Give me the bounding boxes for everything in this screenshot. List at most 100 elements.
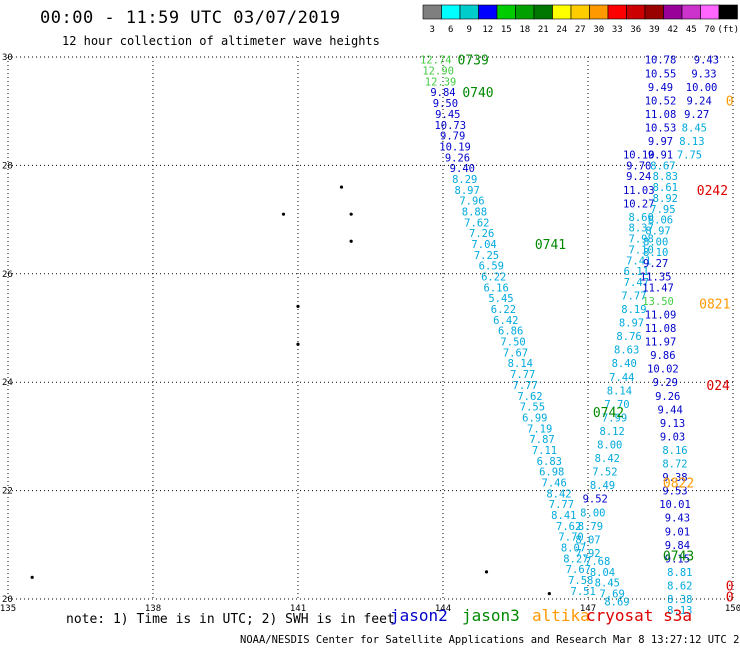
- x-tick-label: 144: [435, 604, 451, 614]
- wave-height-label: 8.29: [452, 174, 477, 186]
- series-jason3: 12.7412.9012.399.849.509.4510.739.7910.1…: [420, 55, 596, 598]
- grid-lines: [7, 56, 734, 600]
- wave-height-label: 9.13: [660, 418, 685, 430]
- x-tick-label: 135: [0, 604, 16, 614]
- wave-height-label: 8.27: [563, 553, 588, 565]
- wave-height-label: 8.69: [604, 597, 629, 609]
- wave-height-label: 6.11: [624, 266, 649, 278]
- wave-height-label: 8.81: [667, 567, 692, 579]
- wave-height-label: 6.98: [539, 467, 564, 479]
- wave-height-label: 10.19: [439, 141, 471, 153]
- colorbar-label: 12: [482, 25, 493, 35]
- wave-height-label: 9.53: [662, 486, 687, 498]
- wave-height-label: 5.45: [488, 293, 513, 305]
- wave-height-label: 11.47: [642, 282, 674, 294]
- wave-height-label: 7.58: [568, 575, 593, 587]
- x-tick-label: 150: [725, 604, 740, 614]
- wave-height-label: 8.07: [561, 543, 586, 555]
- wave-height-label: 6.22: [481, 272, 506, 284]
- wave-height-label: 8.83: [653, 171, 678, 183]
- colorbar-label: 45: [686, 25, 697, 35]
- wave-height-label: 7.62: [517, 391, 542, 403]
- wave-height-label: 9.33: [691, 68, 716, 80]
- wave-height-label: 7.69: [600, 589, 625, 601]
- chart-subtitle: 12 hour collection of altimeter wave hei…: [62, 34, 380, 48]
- wave-height-label: 7.77: [510, 369, 535, 381]
- wave-height-label: 9.43: [665, 513, 690, 525]
- wave-height-label: 8.79: [578, 521, 603, 533]
- wave-height-label: 8.62: [667, 580, 692, 592]
- wave-height-label: 9.79: [440, 131, 465, 143]
- wave-height-label: 8.13: [667, 605, 692, 617]
- wave-height-label: 7.46: [542, 477, 567, 489]
- wave-height-label: 6.22: [491, 304, 516, 316]
- wave-height-label: 8.61: [653, 182, 678, 194]
- wave-height-label: 9.70: [626, 160, 651, 172]
- colorbar-swatch: [718, 4, 738, 20]
- wave-height-label: 8.40: [612, 358, 637, 370]
- wave-height-label: 10.27: [623, 198, 655, 210]
- island-mark: [30, 575, 34, 579]
- wave-height-label: 8.49: [590, 480, 615, 492]
- wave-height-label: 9.24: [626, 171, 651, 183]
- wave-height-label: 8.19: [621, 304, 646, 316]
- chart-title: 00:00 - 11:59 UTC 03/07/2019: [40, 8, 341, 28]
- wave-height-label: 9.52: [583, 494, 608, 506]
- island-mark: [547, 591, 551, 596]
- wave-height-label: 7.92: [575, 548, 600, 560]
- wave-height-label: 8.67: [650, 160, 675, 172]
- wave-height-label: 9.97: [648, 136, 673, 148]
- wave-height-label: 10.78: [645, 55, 677, 67]
- wave-height-label: 9.86: [650, 350, 675, 362]
- wave-height-label: 12.74: [420, 55, 452, 67]
- pass-time-label: 0741: [535, 238, 566, 253]
- colorbar-label: 3: [430, 25, 435, 35]
- wave-height-label: 6.99: [522, 412, 547, 424]
- wave-height-label: 8.06: [648, 215, 673, 227]
- wave-height-label: 8.97: [455, 185, 480, 197]
- y-tick-label: 24: [2, 378, 13, 388]
- islands: [30, 185, 551, 596]
- wave-height-label: 7.77: [549, 499, 574, 511]
- wave-height-label: 8.41: [551, 510, 576, 522]
- wave-height-label: 8.45: [595, 578, 620, 590]
- wave-height-label: 8.12: [600, 426, 625, 438]
- wave-height-label: 8.14: [607, 385, 632, 397]
- wave-height-label: 9.03: [660, 431, 685, 443]
- wave-height-label: 8.00: [597, 440, 622, 452]
- wave-height-label: 8.60: [629, 212, 654, 224]
- wave-height-label: 11.03: [623, 185, 655, 197]
- wave-height-label: 7.77: [621, 290, 646, 302]
- wave-height-label: 11.35: [640, 272, 672, 284]
- wave-height-label: 7.75: [677, 150, 702, 162]
- wave-height-label: 7.62: [556, 521, 581, 533]
- wave-height-label: 9.84: [665, 540, 690, 552]
- wave-height-label: 8.42: [595, 453, 620, 465]
- note-text: note: 1) Time is in UTC; 2) SWH is in fe…: [66, 612, 395, 627]
- wave-height-label: 11.97: [645, 337, 677, 349]
- wave-height-label: 9.24: [687, 95, 712, 107]
- wave-height-label: 8.14: [508, 358, 533, 370]
- wave-height-label: 8.38: [667, 594, 692, 606]
- wave-height-label: 9.27: [643, 258, 668, 270]
- pass-time-label: 0740: [462, 86, 493, 101]
- colorbar-label: (ft): [717, 25, 738, 35]
- wave-height-label: 10.73: [434, 120, 466, 132]
- y-tick-label: 20: [2, 595, 13, 605]
- wave-height-label: 8.88: [462, 206, 487, 218]
- series-altika: 10.109.709.2411.0310.278.608.377.987.107…: [575, 150, 654, 609]
- wave-height-label: 7.62: [464, 217, 489, 229]
- wave-height-label: 8.07: [575, 534, 600, 546]
- wave-height-label: 7.11: [532, 445, 557, 457]
- wave-height-label: 6.42: [493, 315, 518, 327]
- pass-time-label: 0: [726, 590, 734, 605]
- wave-height-label: 8.63: [614, 345, 639, 357]
- wave-height-label: 8.92: [653, 193, 678, 205]
- wave-height-label: 8.10: [643, 247, 668, 259]
- wave-height-label: 8.97: [619, 318, 644, 330]
- x-tick-label: 138: [145, 604, 161, 614]
- wave-height-label: 9.26: [445, 152, 470, 164]
- island-mark: [296, 304, 300, 308]
- wave-height-label: 7.70: [558, 532, 583, 544]
- wave-height-label: 8.76: [616, 331, 641, 343]
